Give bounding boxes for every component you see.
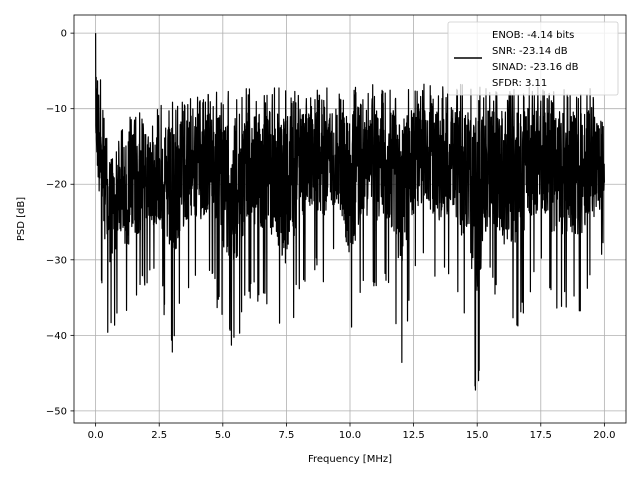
legend-box [447,21,619,96]
x-tick-label: 10.0 [339,430,361,441]
y-tick-label: −40 [46,331,67,342]
y-axis-title: PSD [dB] [16,197,27,241]
y-tick-label: −20 [46,180,67,191]
legend-entry-sinad: SINAD: -23.16 dB [492,62,579,73]
y-tick-label: −10 [46,104,67,115]
ticks-layer: 0.0 2.5 5.0 7.5 10.0 12.5 15.0 17.5 20.0 0 −10 −20 −… [46,29,616,441]
x-tick-label: 0.0 [88,430,104,441]
x-axis-title: Frequency [MHz] [308,454,392,465]
x-tick-label: 17.5 [530,430,552,441]
x-tick-label: 20.0 [593,430,615,441]
x-tick-label: 15.0 [466,430,488,441]
legend-entry-sfdr: SFDR: 3.11 [492,78,547,89]
y-tick-label: −50 [46,406,67,417]
data-layer [95,33,605,391]
y-tick-label: 0 [61,29,67,40]
legend: ENOB: -4.14 bits SNR: -23.14 dB SINAD: -… [447,21,619,96]
x-tick-label: 12.5 [402,430,424,441]
x-tick-label: 7.5 [278,430,294,441]
x-tick-label: 5.0 [215,430,231,441]
psd-series-line [95,33,605,391]
x-tick-label: 2.5 [151,430,167,441]
legend-entry-snr: SNR: -23.14 dB [492,46,568,57]
legend-entry-enob: ENOB: -4.14 bits [492,30,574,41]
y-tick-label: −30 [46,255,67,266]
